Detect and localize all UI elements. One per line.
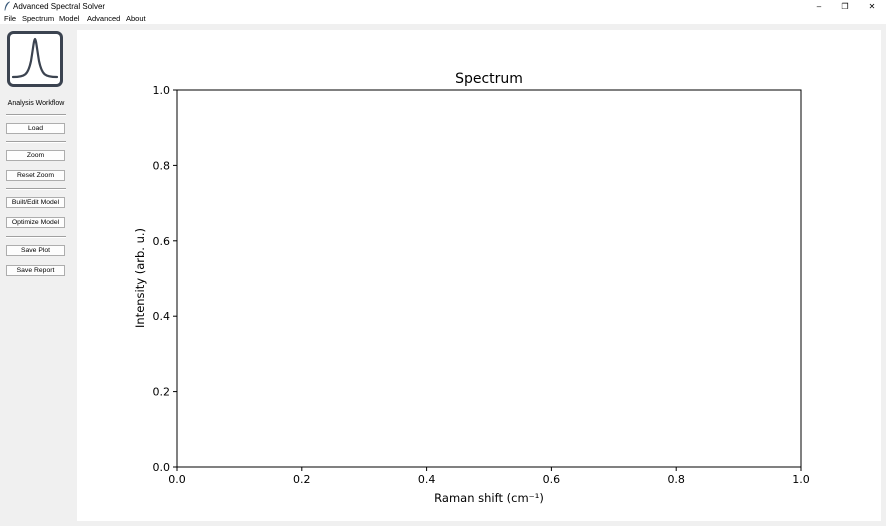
y-tick-label: 0.6 xyxy=(153,235,171,248)
workflow-label: Analysis Workflow xyxy=(7,100,65,107)
menu-bar: File Spectrum Model Advanced About xyxy=(0,13,886,24)
window-title: Advanced Spectral Solver xyxy=(13,2,106,11)
menu-model[interactable]: Model xyxy=(59,14,80,23)
load-button[interactable]: Load xyxy=(6,123,65,134)
save-plot-button[interactable]: Save Plot xyxy=(6,245,65,256)
x-tick-label: 0.6 xyxy=(543,473,561,486)
menu-advanced[interactable]: Advanced xyxy=(87,14,121,23)
sidebar: Analysis Workflow Load Zoom Reset Zoom B… xyxy=(0,24,72,526)
feather-icon xyxy=(4,1,10,11)
separator xyxy=(6,188,66,190)
x-tick-label: 0.2 xyxy=(293,473,311,486)
separator xyxy=(6,236,66,238)
plot-frame xyxy=(176,89,802,468)
minimize-icon: – xyxy=(816,2,822,11)
chart-title: Spectrum xyxy=(455,71,523,87)
save-report-button[interactable]: Save Report xyxy=(6,265,65,276)
plot-canvas[interactable]: Spectrum 0.0 0.2 0.4 0.6 0.8 1.0 0.0 0.2 0.4 0.6… xyxy=(77,30,881,521)
x-tick-label: 0.8 xyxy=(667,473,685,486)
zoom-button[interactable]: Zoom xyxy=(6,150,65,161)
y-tick-label: 0.0 xyxy=(153,461,171,474)
minimize-button[interactable]: – xyxy=(808,0,830,13)
menu-file[interactable]: File xyxy=(4,14,17,23)
menu-spectrum[interactable]: Spectrum xyxy=(22,14,55,23)
x-tick-label: 1.0 xyxy=(792,473,810,486)
x-tick-label: 0.4 xyxy=(418,473,436,486)
separator xyxy=(6,114,66,116)
peak-logo-icon xyxy=(7,31,63,87)
close-icon: ✕ xyxy=(868,2,876,11)
restore-icon: ❐ xyxy=(841,2,849,11)
y-tick-label: 0.8 xyxy=(153,159,171,172)
y-tick-label: 0.2 xyxy=(153,386,171,399)
menu-about[interactable]: About xyxy=(126,14,146,23)
reset-zoom-button[interactable]: Reset Zoom xyxy=(6,170,65,181)
y-axis: 0.0 0.2 0.4 0.6 0.8 1.0 xyxy=(153,84,177,474)
optimize-model-button[interactable]: Optimize Model xyxy=(6,217,65,228)
close-button[interactable]: ✕ xyxy=(861,0,883,13)
spectrum-chart[interactable]: Spectrum 0.0 0.2 0.4 0.6 0.8 1.0 0.0 0.2 0.4 0.6… xyxy=(77,30,881,521)
x-axis-label: Raman shift (cm⁻¹) xyxy=(434,491,544,505)
build-edit-model-button[interactable]: Built/Edit Model xyxy=(6,197,65,208)
y-tick-label: 1.0 xyxy=(153,84,171,97)
separator xyxy=(6,141,66,143)
x-axis: 0.0 0.2 0.4 0.6 0.8 1.0 xyxy=(168,467,810,486)
y-tick-label: 0.4 xyxy=(153,310,171,323)
restore-button[interactable]: ❐ xyxy=(834,0,856,13)
y-axis-label: Intensity (arb. u.) xyxy=(133,228,147,328)
title-bar: Advanced Spectral Solver – ❐ ✕ xyxy=(0,0,886,13)
x-tick-label: 0.0 xyxy=(168,473,186,486)
